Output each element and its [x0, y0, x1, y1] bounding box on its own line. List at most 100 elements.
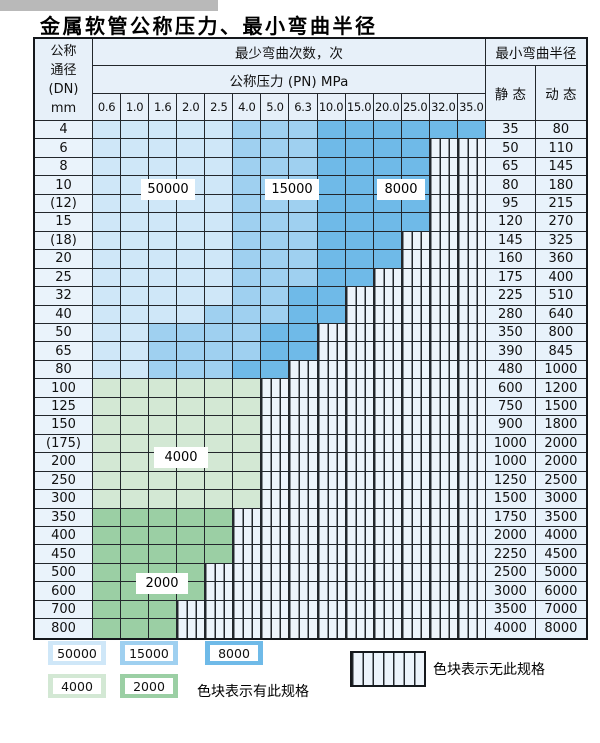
spec-cell-50000 [177, 121, 206, 140]
spec-cell-50000 [205, 213, 234, 232]
spec-cell-8000 [373, 213, 402, 232]
no-spec-cell [261, 508, 290, 527]
radius-dynamic-value: 4500 [535, 545, 586, 564]
no-spec-cell [457, 323, 486, 343]
no-spec-cell [457, 342, 486, 361]
spec-cell-50000 [93, 250, 122, 269]
legend-chip-2000-label: 2000 [125, 678, 173, 694]
no-spec-cell [261, 526, 290, 546]
spec-cell-15000 [261, 231, 290, 251]
spec-cell-8000 [401, 213, 430, 232]
no-spec-cell [429, 490, 458, 509]
spec-cell-15000 [233, 323, 262, 343]
spec-cell-8000 [373, 231, 402, 251]
min-bend-radius-header: 最小弯曲半径 [485, 39, 586, 66]
no-spec-cell [429, 139, 458, 158]
spec-cell-50000 [93, 139, 122, 158]
spec-cell-8000 [345, 250, 374, 269]
no-spec-cell [429, 379, 458, 398]
dn-value: 700 [35, 600, 93, 620]
no-spec-cell [457, 563, 486, 583]
spec-cell-8000 [345, 176, 374, 195]
no-spec-cell [317, 360, 346, 380]
no-spec-cell [457, 526, 486, 546]
spec-table: 公称 通径 (DN) mm 最少弯曲次数，次 最小弯曲半径 公称压力 (PN) … [33, 37, 588, 640]
no-spec-cell [373, 268, 402, 288]
no-spec-cell [373, 619, 402, 638]
no-spec-cell [457, 582, 486, 601]
spec-cell-4000 [205, 471, 234, 491]
no-spec-cell [457, 600, 486, 620]
radius-dynamic-value: 80 [535, 121, 586, 140]
no-spec-cell [317, 563, 346, 583]
radius-static-value: 390 [485, 342, 536, 361]
spec-cell-2000 [121, 619, 150, 638]
pressure-tick: 5.0 [261, 94, 290, 121]
radius-dynamic-value: 400 [535, 268, 586, 288]
spec-cell-2000 [93, 582, 122, 601]
radius-dynamic-value: 1500 [535, 397, 586, 417]
spec-cell-4000 [149, 471, 178, 491]
legend-chip-2000: 2000 [120, 674, 178, 698]
no-spec-cell [457, 434, 486, 454]
dn-value: 600 [35, 582, 93, 601]
no-spec-cell [373, 471, 402, 491]
pressure-tick: 6.3 [289, 94, 318, 121]
no-spec-cell [261, 619, 290, 638]
spec-cell-50000 [93, 194, 122, 214]
spec-cell-15000 [261, 213, 290, 232]
spec-cell-15000 [289, 231, 318, 251]
spec-cell-15000 [233, 176, 262, 195]
spec-cell-15000 [289, 121, 318, 140]
no-spec-cell [457, 287, 486, 306]
no-spec-cell [429, 434, 458, 454]
no-spec-cell [345, 305, 374, 324]
dn-value: 50 [35, 323, 93, 343]
spec-cell-2000 [93, 619, 122, 638]
no-spec-cell [373, 287, 402, 306]
no-spec-cell [401, 231, 430, 251]
no-spec-cell [289, 416, 318, 435]
no-spec-cell [373, 545, 402, 564]
spec-cell-50000 [121, 360, 150, 380]
no-spec-cell [345, 508, 374, 527]
spec-cell-8000 [317, 157, 346, 177]
no-spec-cell [205, 600, 234, 620]
no-spec-cell [429, 416, 458, 435]
legend-chip-4000: 4000 [48, 674, 106, 698]
dn-value: 80 [35, 360, 93, 380]
dn-column-header: 公称 通径 (DN) mm [35, 39, 93, 121]
spec-cell-50000 [149, 268, 178, 288]
radius-static-value: 80 [485, 176, 536, 195]
radius-dynamic-value: 8000 [535, 619, 586, 638]
legend-chip-4000-label: 4000 [53, 678, 101, 694]
no-spec-cell [401, 379, 430, 398]
pressure-tick: 2.5 [205, 94, 234, 121]
no-spec-cell [457, 545, 486, 564]
spec-cell-50000 [121, 121, 150, 140]
no-spec-cell [317, 453, 346, 472]
no-spec-cell [429, 360, 458, 380]
spec-cell-8000 [317, 213, 346, 232]
zone-label-15000: 15000 [265, 179, 319, 200]
no-spec-cell [317, 490, 346, 509]
spec-cell-50000 [121, 287, 150, 306]
spec-cell-4000 [121, 416, 150, 435]
no-spec-cell [429, 563, 458, 583]
no-spec-cell [205, 582, 234, 601]
spec-cell-50000 [121, 323, 150, 343]
spec-cell-50000 [149, 287, 178, 306]
pressure-tick: 1.6 [149, 94, 178, 121]
no-spec-cell [345, 453, 374, 472]
no-spec-cell [429, 176, 458, 195]
no-spec-cell [261, 582, 290, 601]
dn-header-line2: 通径 [50, 62, 77, 78]
pressure-tick: 0.6 [93, 94, 122, 121]
spec-cell-2000 [149, 545, 178, 564]
no-spec-cell [373, 434, 402, 454]
no-spec-cell [457, 157, 486, 177]
radius-dynamic-value: 270 [535, 213, 586, 232]
dn-value: 65 [35, 342, 93, 361]
no-spec-cell [345, 342, 374, 361]
radius-static-value: 95 [485, 194, 536, 214]
